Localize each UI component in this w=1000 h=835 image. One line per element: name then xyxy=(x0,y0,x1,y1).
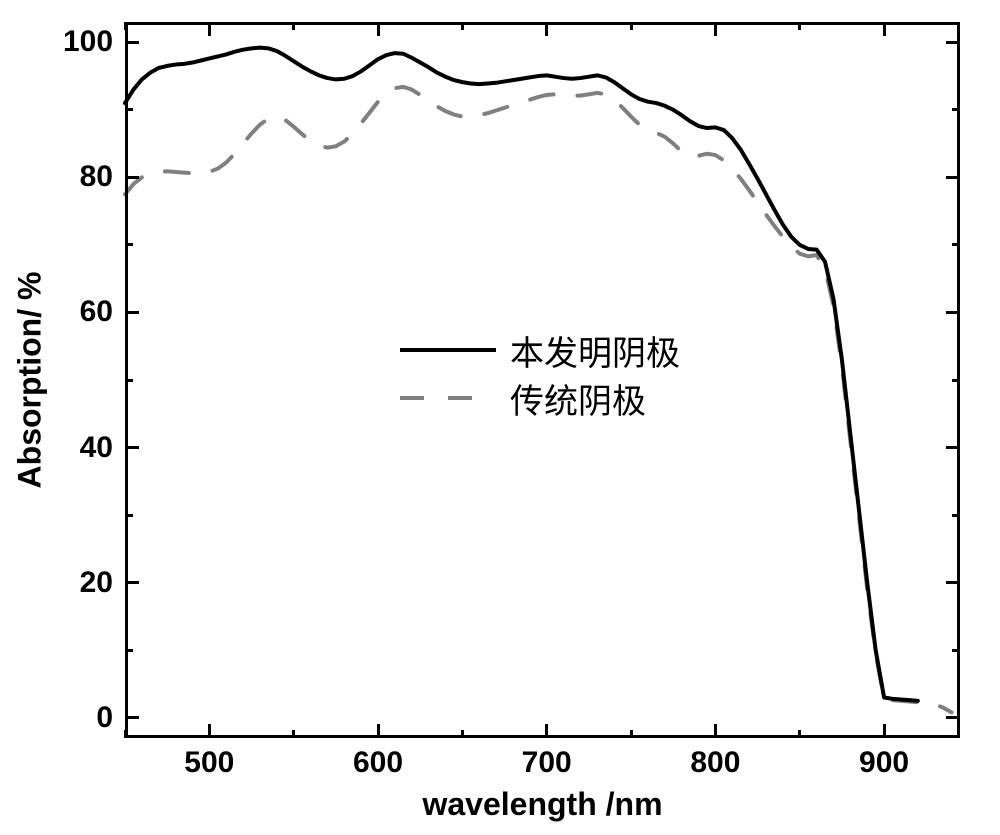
y-tick xyxy=(125,379,133,382)
y-tick-label: 0 xyxy=(63,701,113,735)
legend: 本发明阴极传统阴极 xyxy=(400,326,680,422)
x-tick xyxy=(883,724,886,738)
y-tick xyxy=(946,716,960,719)
y-tick xyxy=(946,446,960,449)
y-tick-label: 100 xyxy=(63,25,113,59)
x-tick xyxy=(292,730,295,738)
y-tick xyxy=(125,243,133,246)
y-tick xyxy=(125,581,139,584)
x-tick xyxy=(124,22,127,30)
y-tick xyxy=(946,581,960,584)
y-axis-label: Absorption/ % xyxy=(12,272,49,489)
y-tick-label: 80 xyxy=(63,160,113,194)
x-tick xyxy=(630,730,633,738)
x-tick xyxy=(377,724,380,738)
plot-border-bottom xyxy=(125,735,960,738)
x-tick xyxy=(798,22,801,30)
y-tick xyxy=(946,176,960,179)
plot-border-top xyxy=(125,22,960,25)
y-tick xyxy=(952,514,960,517)
y-tick xyxy=(952,649,960,652)
x-tick xyxy=(461,22,464,30)
legend-item: 传统阴极 xyxy=(400,374,680,422)
y-tick xyxy=(125,176,139,179)
x-tick xyxy=(545,724,548,738)
y-tick xyxy=(125,514,133,517)
legend-label: 本发明阴极 xyxy=(510,326,680,375)
legend-swatch xyxy=(400,374,496,422)
x-tick xyxy=(545,22,548,36)
x-tick-label: 500 xyxy=(184,746,234,780)
x-tick-label: 700 xyxy=(522,746,572,780)
x-tick xyxy=(714,22,717,36)
x-tick xyxy=(714,724,717,738)
y-tick xyxy=(125,311,139,314)
x-tick xyxy=(292,22,295,30)
x-tick-label: 600 xyxy=(353,746,403,780)
y-tick xyxy=(946,311,960,314)
x-tick xyxy=(208,22,211,36)
x-tick-label: 900 xyxy=(859,746,909,780)
x-tick xyxy=(630,22,633,30)
x-tick-label: 800 xyxy=(690,746,740,780)
y-tick xyxy=(125,108,133,111)
y-tick xyxy=(946,41,960,44)
figure: Absorption/ % wavelength /nm 本发明阴极传统阴极 5… xyxy=(0,0,1000,835)
y-tick xyxy=(952,243,960,246)
x-tick xyxy=(124,730,127,738)
legend-item: 本发明阴极 xyxy=(400,326,680,374)
y-tick-label: 60 xyxy=(63,295,113,329)
y-tick xyxy=(125,41,139,44)
y-tick xyxy=(952,379,960,382)
y-tick xyxy=(125,649,133,652)
y-tick xyxy=(125,446,139,449)
legend-swatch xyxy=(400,326,496,374)
y-tick-label: 40 xyxy=(63,431,113,465)
x-tick xyxy=(883,22,886,36)
x-tick xyxy=(798,730,801,738)
y-tick xyxy=(952,108,960,111)
y-tick xyxy=(125,716,139,719)
x-tick xyxy=(208,724,211,738)
y-tick-label: 20 xyxy=(63,566,113,600)
x-axis-label: wavelength /nm xyxy=(422,786,662,823)
x-tick xyxy=(461,730,464,738)
legend-label: 传统阴极 xyxy=(510,374,646,423)
x-tick xyxy=(377,22,380,36)
